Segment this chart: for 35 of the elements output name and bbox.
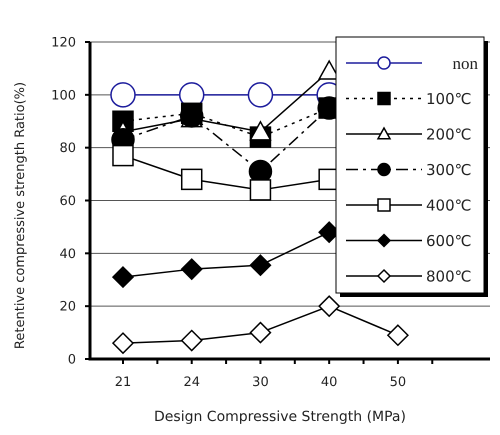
legend-label: non [452, 54, 478, 73]
legend-label: 800℃ [426, 267, 472, 286]
x-tick-label: 50 [390, 375, 406, 390]
point [250, 322, 272, 344]
point [180, 258, 202, 280]
legend-label: 300℃ [426, 160, 472, 179]
point [112, 332, 134, 354]
legend-label: 400℃ [426, 196, 472, 214]
point [112, 266, 134, 288]
y-tick-label: 120 [51, 36, 76, 51]
point [112, 144, 134, 166]
point [110, 82, 136, 108]
point [250, 254, 272, 276]
x-tick-label: 24 [183, 375, 200, 390]
y-tick-label: 20 [59, 300, 76, 315]
point [387, 324, 409, 346]
point [250, 121, 272, 141]
legend-label: 100℃ [426, 90, 472, 108]
y-tick-label: 80 [59, 141, 76, 156]
x-axis-title: Design Compressive Strength (MPa) [154, 409, 406, 425]
point [250, 179, 272, 201]
point [318, 295, 340, 317]
y-tick-label: 60 [59, 194, 76, 210]
y-tick-label: 100 [51, 88, 76, 104]
y-tick-label: 0 [68, 352, 76, 368]
y-tick-label: 40 [59, 246, 76, 262]
point [248, 82, 274, 108]
legend-label: 600℃ [426, 232, 472, 250]
y-axis-title: Retentive compressive strength Ratio(%) [13, 82, 28, 350]
point [180, 330, 202, 352]
x-tick-label: 21 [114, 375, 132, 390]
x-tick-label: 40 [320, 375, 338, 390]
legend-label: 200℃ [426, 125, 472, 144]
point [180, 168, 202, 190]
x-tick-label: 30 [252, 375, 269, 390]
